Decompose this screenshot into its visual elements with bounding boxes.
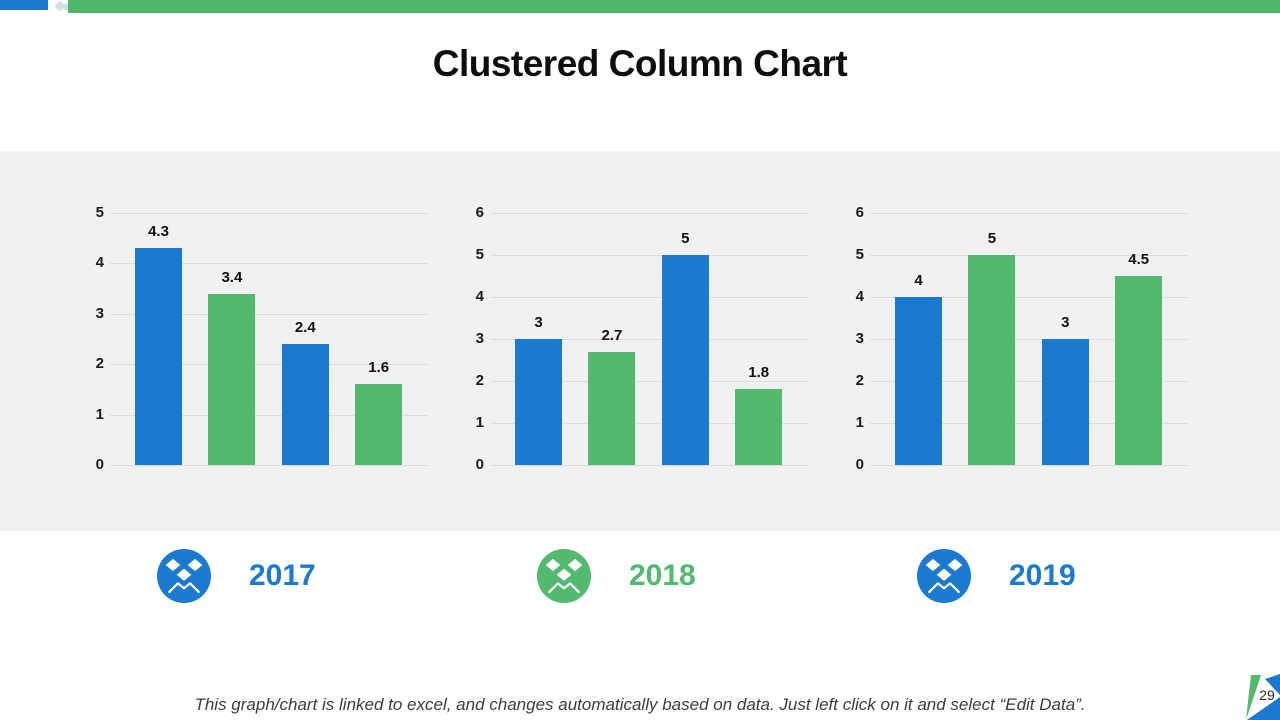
gridline [110,414,428,416]
dropbox-icon [537,549,591,603]
y-axis-tick-label: 6 [855,204,864,221]
bar-value-label: 2.7 [601,326,623,344]
bar [1115,276,1163,465]
y-axis-tick-label: 3 [475,330,484,347]
bar [135,248,182,465]
gridline [870,423,1188,424]
bar [968,255,1016,465]
gridline [110,465,428,466]
y-axis-tick-label: 0 [475,456,484,473]
gridline [490,465,808,466]
y-axis-tick-label: 2 [95,355,104,373]
y-axis-tick-label: 1 [475,414,484,431]
bar-value-label: 1.8 [748,364,770,382]
y-axis-tick-label: 6 [475,204,484,221]
bar-value-label: 3.4 [221,268,243,286]
page-number: 29 [1259,687,1275,703]
gridline [490,255,808,256]
corner-green-triangle [1246,675,1261,720]
gridline [490,297,808,298]
y-axis-tick-label: 5 [95,204,104,221]
bar-value-label: 4.3 [148,223,169,241]
bar-value-label: 3 [534,314,543,331]
dropbox-icon [917,549,971,603]
bar-value-label: 2.4 [294,319,316,337]
chart-2018[interactable]: 0 1 2 3 4 5 6 3 2.7 5 1.8 [460,190,810,480]
corner-blue-triangle-top [1265,674,1280,695]
gridline [490,423,808,424]
bar [281,344,329,465]
y-axis-tick-label: 4 [855,288,864,305]
gridline [870,255,1188,256]
legend-item-2018: 2018 [537,549,696,603]
bar-value-label: 4.5 [1128,251,1150,268]
gridline [870,465,1188,466]
legend-item-2017: 2017 [157,549,316,603]
y-axis-tick-label: 0 [95,456,104,473]
y-axis-tick-label: 4 [475,288,484,305]
chart-2017[interactable]: 0 1 2 3 4 5 4.3 3.4 2.4 1.6 [80,190,430,480]
corner-blue-triangle-bottom [1247,697,1280,720]
bar [735,389,783,465]
top-accent-green-bar [68,0,1280,13]
legend-item-2019: 2019 [917,549,1076,603]
gridline [870,297,1188,298]
chart-2019[interactable]: 0 1 2 3 4 5 6 4 5 3 4.5 [840,190,1190,480]
bar-value-label: 1.6 [368,359,390,377]
top-accent-blue-bar [0,0,48,10]
y-axis-tick-label: 1 [95,405,104,423]
bar-value-label: 5 [681,230,690,247]
gridline [110,313,428,315]
page-title: Clustered Column Chart [432,42,848,84]
y-axis-tick-label: 0 [855,456,864,473]
gridline [870,213,1188,214]
legend-year-label: 2019 [1009,559,1076,592]
gridline [490,213,808,214]
dropbox-icon [157,549,211,603]
gridline [870,339,1188,340]
y-axis-tick-label: 5 [475,246,484,263]
bar [355,384,403,465]
bar-value-label: 5 [987,230,997,247]
page-number-corner: 29 [1246,674,1280,720]
y-axis-tick-label: 1 [855,414,864,431]
gridline [490,339,808,340]
y-axis-tick-label: 4 [95,254,104,272]
footer-note: This graph/chart is linked to excel, and… [194,695,1086,714]
gridline [490,381,808,382]
gridline [110,213,428,214]
bar [208,293,256,465]
legend-year-label: 2017 [249,559,316,592]
y-axis-tick-label: 5 [855,246,864,263]
gridline [110,364,428,366]
y-axis-tick-label: 3 [855,330,864,347]
legend-year-label: 2018 [629,559,696,592]
bar [661,255,709,465]
y-axis-tick-label: 2 [855,372,864,389]
y-axis-tick-label: 2 [475,372,484,389]
bar [588,351,636,465]
bar [895,297,942,465]
bar-value-label: 3 [1061,314,1070,331]
y-axis-tick-label: 3 [95,304,104,322]
bar-value-label: 4 [914,272,923,289]
gridline [110,263,428,265]
bar [1041,339,1089,465]
bar [515,339,562,465]
gridline [870,381,1188,382]
